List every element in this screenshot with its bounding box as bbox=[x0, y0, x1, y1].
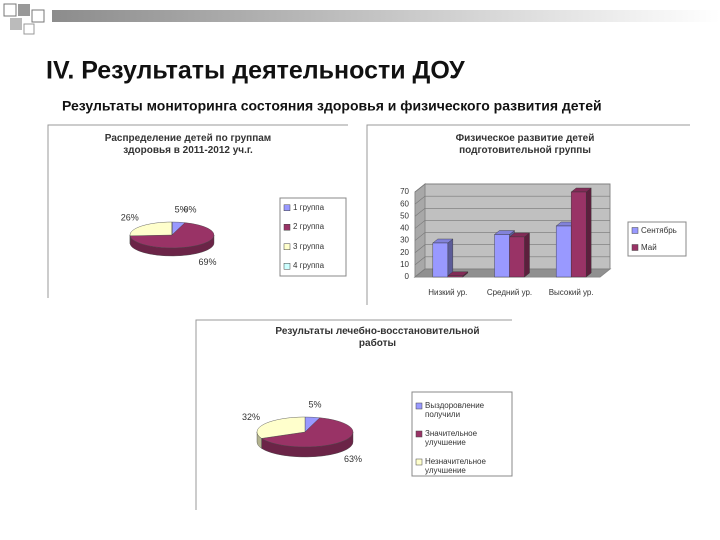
legend-frame bbox=[279, 197, 347, 277]
y-tick-label: 20 bbox=[400, 248, 409, 257]
legend-label: Сентябрь bbox=[641, 225, 677, 235]
legend-swatch bbox=[415, 430, 423, 438]
legend-label: 1 группа bbox=[293, 202, 325, 212]
data-label: 69% bbox=[199, 257, 217, 267]
chart-title: Распределение детей по группам здоровья … bbox=[104, 133, 272, 156]
bar bbox=[555, 225, 572, 278]
legend-swatch bbox=[283, 204, 291, 211]
deco-square bbox=[31, 9, 45, 23]
grid-line bbox=[414, 195, 610, 205]
chart-frame bbox=[195, 319, 512, 510]
slice bbox=[129, 222, 215, 249]
bar bbox=[447, 275, 464, 278]
slice bbox=[261, 417, 354, 448]
grid-line bbox=[414, 183, 610, 193]
bar-side bbox=[585, 187, 592, 278]
data-label: 63% bbox=[344, 454, 362, 464]
y-tick-label: 40 bbox=[400, 224, 409, 233]
legend-label: 4 группа bbox=[293, 261, 325, 271]
legend-frame bbox=[411, 391, 513, 477]
deco-square bbox=[10, 18, 22, 30]
legend-label: Выздоровление получили bbox=[425, 401, 485, 419]
chart-frame bbox=[47, 124, 348, 298]
legend-label: 3 группа bbox=[293, 241, 325, 251]
grid-line bbox=[414, 256, 610, 266]
deco-square bbox=[18, 4, 30, 16]
legend-label: Незначительное улучшение bbox=[425, 457, 486, 475]
y-tick-label: 30 bbox=[400, 236, 409, 245]
x-tick-label: Низкий ур. bbox=[428, 288, 467, 297]
bar bbox=[432, 242, 449, 278]
legend-label: Значительное улучшение bbox=[425, 429, 478, 447]
y-tick-label: 50 bbox=[400, 211, 409, 220]
grid-line bbox=[414, 232, 610, 241]
slice bbox=[129, 221, 173, 237]
legend-label: Май bbox=[641, 242, 657, 252]
deco-square bbox=[3, 3, 17, 17]
grid-line bbox=[414, 268, 610, 278]
x-tick-label: Высокий ур. bbox=[549, 288, 594, 297]
y-tick-label: 70 bbox=[400, 187, 409, 196]
grid-line bbox=[414, 244, 610, 253]
legend-swatch bbox=[283, 263, 291, 270]
bar bbox=[570, 191, 587, 278]
bar-side bbox=[524, 232, 530, 278]
legend-swatch bbox=[283, 224, 291, 231]
slide-subtitle: Результаты мониторинга состояния здоровь… bbox=[62, 98, 602, 114]
chart-title: Физическое развитие детей подготовительн… bbox=[455, 133, 595, 156]
slide-title: IV. Результаты деятельности ДОУ bbox=[46, 57, 465, 85]
grid-line bbox=[414, 207, 610, 217]
legend-swatch bbox=[631, 227, 639, 234]
y-tick-label: 0 bbox=[405, 272, 410, 281]
legend-swatch bbox=[283, 243, 291, 250]
legend-swatch bbox=[415, 402, 423, 410]
chart-frame bbox=[366, 124, 690, 305]
x-tick-label: Средний ур. bbox=[487, 288, 532, 297]
y-tick-label: 10 bbox=[400, 260, 409, 269]
bar-side bbox=[447, 238, 454, 278]
slice bbox=[256, 416, 306, 439]
data-label: 5% bbox=[175, 205, 188, 215]
bar bbox=[494, 234, 510, 278]
legend-label: 2 группа bbox=[293, 222, 325, 232]
chart-title: Результаты лечебно-восстановительной раб… bbox=[275, 326, 480, 349]
legend-swatch bbox=[415, 458, 423, 466]
bar bbox=[509, 236, 525, 278]
top-bar bbox=[52, 10, 720, 22]
data-label: 32% bbox=[242, 412, 260, 422]
data-label: 5% bbox=[309, 400, 322, 410]
data-label: 0% bbox=[183, 204, 196, 214]
grid-line bbox=[414, 220, 610, 229]
deco-square bbox=[23, 23, 35, 35]
y-tick-label: 60 bbox=[400, 199, 409, 208]
side-wall bbox=[414, 182, 426, 279]
legend-swatch bbox=[631, 244, 639, 251]
data-label: 26% bbox=[121, 212, 139, 222]
